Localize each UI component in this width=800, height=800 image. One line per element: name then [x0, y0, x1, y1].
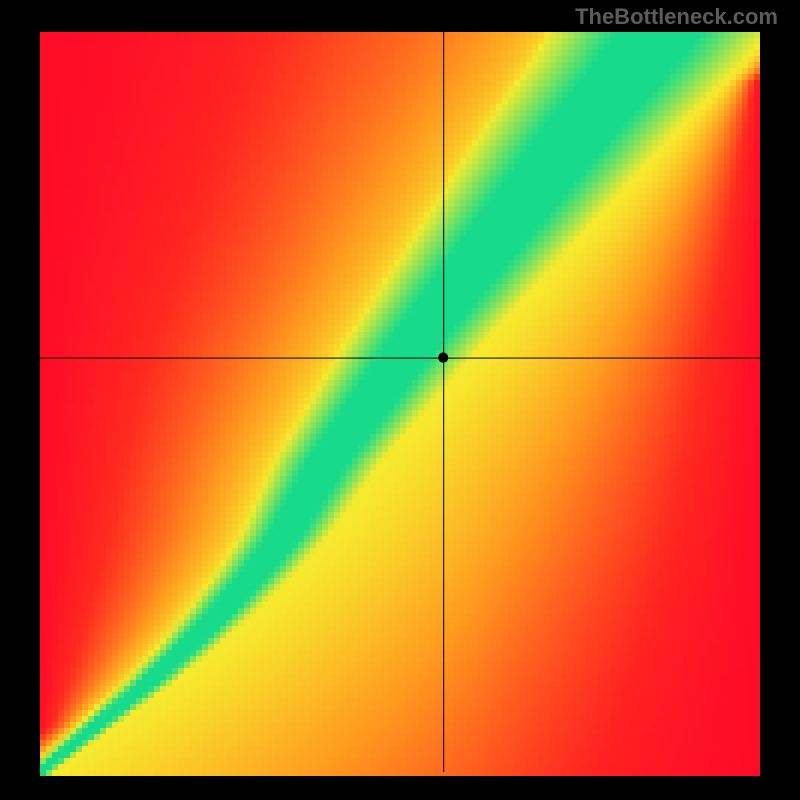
watermark-text: TheBottleneck.com [575, 4, 778, 30]
chart-container: TheBottleneck.com [0, 0, 800, 800]
bottleneck-heatmap [0, 0, 800, 800]
